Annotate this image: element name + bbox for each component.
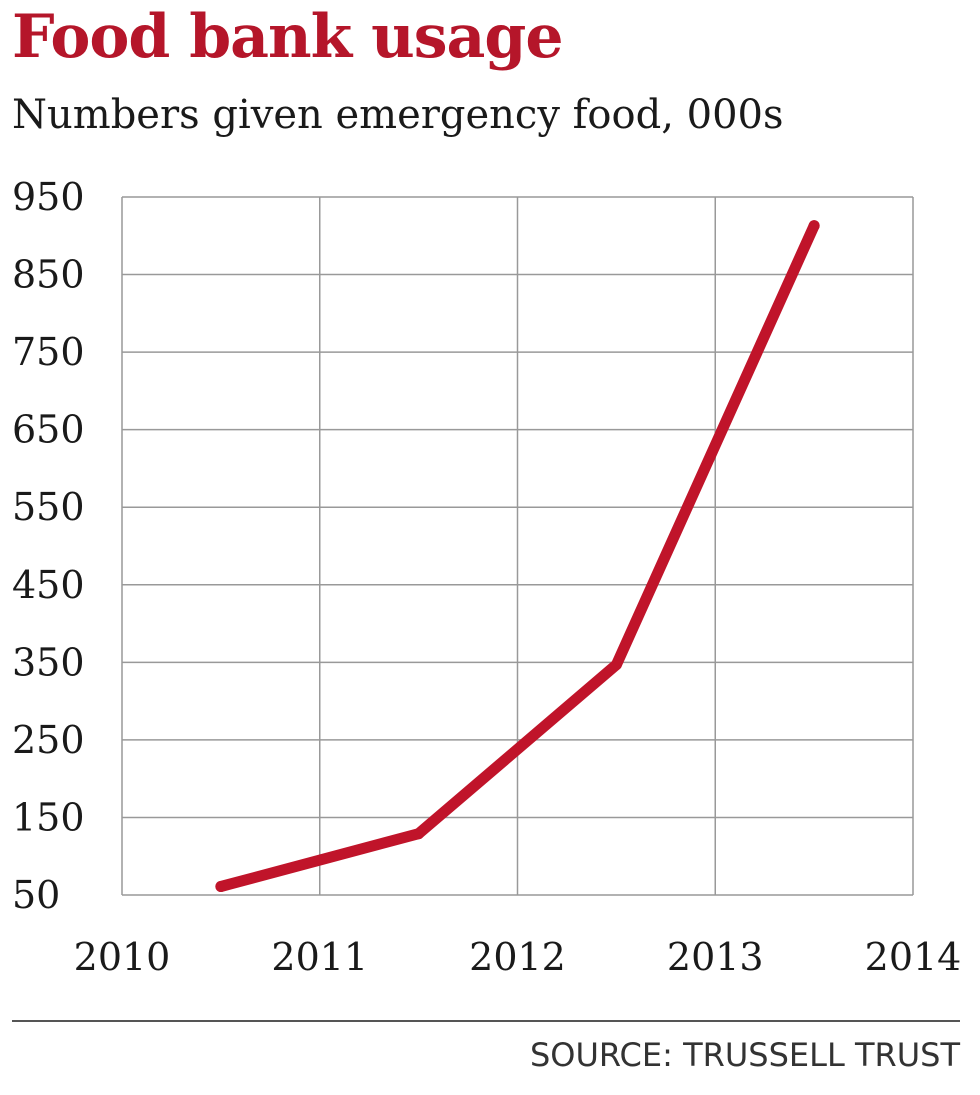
y-tick-label: 550	[12, 485, 85, 529]
x-tick-label: 2012	[469, 935, 566, 979]
y-tick-label: 50	[12, 873, 60, 917]
y-tick-label: 350	[12, 640, 85, 684]
y-axis-ticks: 950 850 750 650 550 450 350 250 150 50	[12, 175, 85, 917]
chart-subtitle: Numbers given emergency food, 000s	[12, 92, 784, 138]
series-lines	[215, 220, 820, 892]
data-point	[413, 828, 425, 840]
x-tick-label: 2011	[271, 935, 368, 979]
x-tick-label: 2013	[667, 935, 764, 979]
source-note: SOURCE: TRUSSELL TRUST	[529, 1036, 960, 1074]
y-tick-label: 650	[12, 408, 85, 452]
x-tick-label: 2014	[865, 935, 962, 979]
y-tick-label: 950	[12, 175, 85, 219]
series-line	[215, 220, 820, 892]
data-point	[808, 220, 820, 232]
data-point	[215, 880, 227, 892]
y-tick-label: 250	[12, 718, 85, 762]
y-tick-label: 450	[12, 563, 85, 607]
y-tick-label: 150	[12, 795, 85, 839]
y-tick-label: 750	[12, 330, 85, 374]
data-point	[610, 659, 622, 671]
x-tick-label: 2010	[74, 935, 171, 979]
grid-lines	[121, 196, 914, 896]
y-tick-label: 850	[12, 253, 85, 297]
x-axis-ticks: 2010 2011 2012 2013 2014	[74, 935, 962, 979]
chart-title: Food bank usage	[12, 2, 564, 72]
footer-divider	[12, 1020, 960, 1022]
